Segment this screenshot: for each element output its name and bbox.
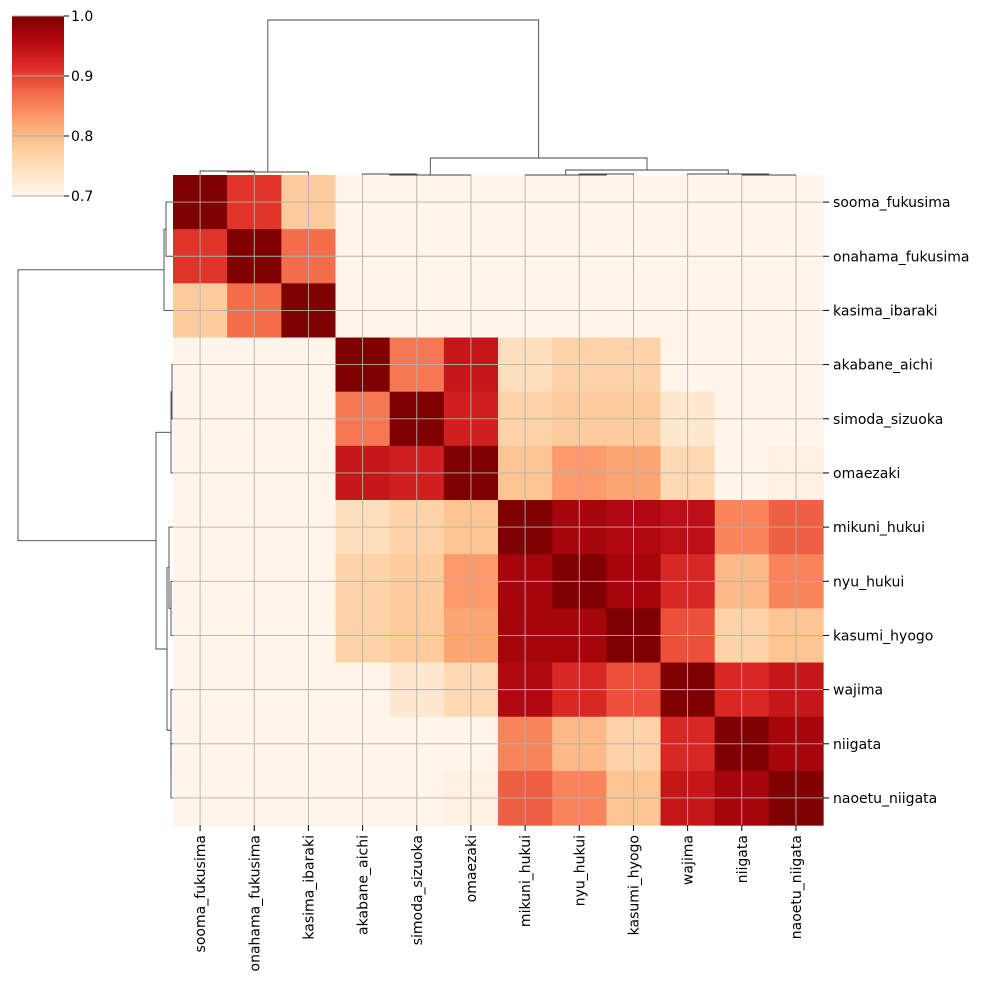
colorbar-tick-label: 0.8	[71, 129, 93, 145]
dendrogram-link	[525, 174, 607, 176]
dendrogram-link	[170, 580, 173, 636]
colorbar: 0.7 0.8 0.9 1.0	[12, 9, 93, 205]
y-tick-label-kasumi_hyogo: kasumi_hyogo	[833, 628, 933, 644]
dendrogram-link	[171, 364, 173, 420]
heatmap-grid	[173, 175, 824, 826]
colorbar-tick-label: 1.0	[71, 9, 93, 25]
dendrogram-link	[389, 174, 471, 176]
x-tick-label-omaezaki: omaezaki	[464, 835, 480, 902]
y-tick-label-kasima_ibaraki: kasima_ibaraki	[833, 303, 938, 319]
x-tick-label-niigata: niigata	[735, 835, 751, 883]
y-tick-label-nyu_hukui: nyu_hukui	[833, 574, 904, 590]
x-tick-label-mikuni_hukui: mikuni_hukui	[518, 835, 534, 927]
y-tick-label-onahama_fukusima: onahama_fukusima	[833, 249, 969, 265]
colorbar-tick-label: 0.7	[71, 189, 93, 205]
colorbar-ticks: 0.7 0.8 0.9 1.0	[12, 9, 93, 205]
dendrogram-link	[163, 228, 173, 311]
column-dendrogram	[199, 19, 796, 176]
y-tick-label-simoda_sizuoka: simoda_sizuoka	[833, 412, 943, 428]
y-tick-label-naoetu_niigata: naoetu_niigata	[833, 791, 937, 807]
x-tick-label-nyu_hukui: nyu_hukui	[572, 835, 588, 906]
y-tick-label-wajima: wajima	[833, 683, 883, 699]
dendrogram-link	[429, 157, 648, 175]
y-tick-label-mikuni_hukui: mikuni_hukui	[833, 520, 925, 536]
y-tick-label-akabane_aichi: akabane_aichi	[833, 358, 933, 374]
x-tick-label-simoda_sizuoka: simoda_sizuoka	[410, 835, 426, 945]
dendrogram-link	[267, 19, 540, 172]
heatmap-cells	[173, 175, 824, 826]
x-tick-label-kasima_ibaraki: kasima_ibaraki	[301, 835, 317, 940]
dendrogram-link	[165, 201, 173, 257]
x-tick-label-sooma_fukusima: sooma_fukusima	[193, 835, 209, 952]
colorbar-tick-label: 0.9	[71, 69, 93, 85]
y-tick-label-omaezaki: omaezaki	[833, 466, 900, 482]
x-tick-label-naoetu_niigata: naoetu_niigata	[789, 835, 805, 939]
y-tick-label-sooma_fukusima: sooma_fukusima	[833, 195, 950, 211]
row-dendrogram	[17, 201, 173, 799]
y-tick-labels: sooma_fukusima onahama_fukusima kasima_iba…	[823, 195, 969, 807]
dendrogram-link	[17, 269, 164, 542]
x-tick-labels: sooma_fukusima onahama_fukusima kasima_iba…	[193, 825, 805, 971]
x-tick-label-kasumi_hyogo: kasumi_hyogo	[626, 835, 642, 935]
x-tick-label-akabane_aichi: akabane_aichi	[356, 835, 372, 935]
dendrogram-link	[170, 689, 173, 771]
colorbar-gradient	[12, 16, 64, 196]
x-tick-label-wajima: wajima	[681, 835, 697, 885]
x-tick-label-onahama_fukusima: onahama_fukusima	[247, 835, 263, 971]
y-tick-label-niigata: niigata	[833, 737, 881, 753]
